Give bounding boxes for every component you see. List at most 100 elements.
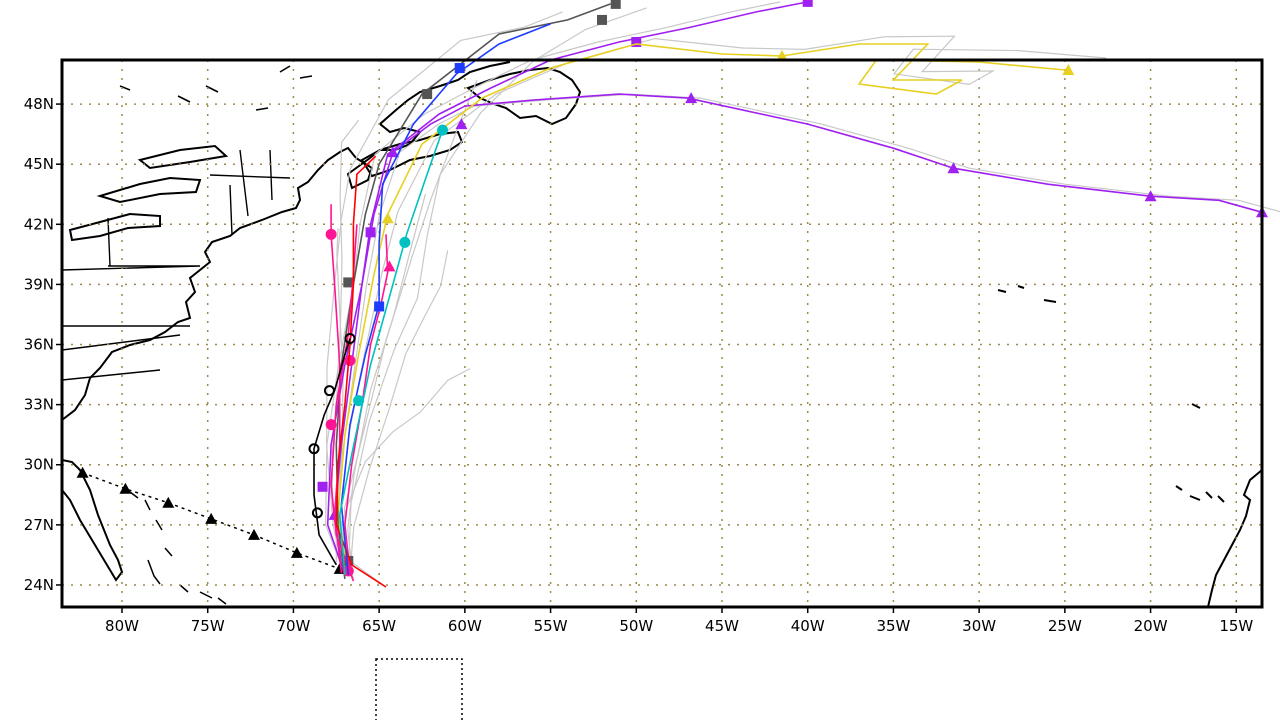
background-ensemble-track — [339, 35, 1107, 575]
triangle-marker — [333, 562, 346, 574]
y-tick-label: 30N — [24, 456, 54, 474]
circle-marker — [308, 443, 320, 455]
x-tick-label: 20W — [1134, 617, 1168, 635]
circle-marker — [437, 124, 449, 136]
forecast-track — [308, 333, 356, 566]
forecast-tracks-layer — [308, 0, 1268, 588]
madeira-island — [1191, 403, 1201, 409]
forecast-track — [337, 43, 1075, 576]
x-tick-label: 65W — [362, 617, 396, 635]
y-tick-label: 27N — [24, 516, 54, 534]
x-axis-ticks: 80W 75W 70W 65W 60W 55W 50W 45W 40W 35W 30W 25W 20W 1… — [105, 607, 1253, 635]
forecast-track-line — [344, 234, 389, 573]
x-tick-label: 60W — [448, 617, 482, 635]
y-tick-label: 33N — [24, 396, 54, 414]
triangle-marker — [119, 482, 132, 494]
circle-marker — [353, 395, 365, 407]
x-tick-label: 50W — [619, 617, 653, 635]
forecast-track-line — [333, 93, 1263, 566]
background-ensemble-track — [347, 7, 647, 575]
background-ensemble-track — [324, 1, 781, 576]
forecast-track — [338, 124, 449, 575]
triangle-marker — [162, 496, 175, 508]
forecast-track-line — [335, 3, 611, 580]
forecast-track — [328, 92, 1268, 566]
y-tick-label: 24N — [24, 576, 54, 594]
triangle-marker — [381, 212, 394, 224]
state-borders — [62, 149, 291, 381]
square-marker — [802, 0, 813, 7]
north-america-coastline — [62, 61, 511, 421]
circle-marker — [323, 385, 335, 397]
triangle-marker — [290, 546, 303, 558]
x-tick-label: 35W — [876, 617, 910, 635]
square-marker — [597, 14, 607, 25]
x-tick-label: 45W — [705, 617, 739, 635]
forecast-track-line — [340, 23, 551, 575]
x-tick-label: 40W — [791, 617, 825, 635]
forecast-track — [325, 204, 343, 573]
triangle-marker — [776, 49, 788, 61]
y-tick-label: 36N — [24, 336, 54, 354]
canary-islands — [1175, 485, 1225, 503]
triangle-marker — [205, 512, 218, 524]
triangle-marker — [76, 466, 89, 478]
forecast-track-line — [335, 155, 387, 588]
x-tick-label: 55W — [534, 617, 568, 635]
lat-lon-grid — [62, 60, 1262, 607]
circle-marker — [311, 507, 323, 519]
circle-marker — [344, 355, 356, 367]
background-ensemble-track — [347, 194, 426, 582]
x-tick-label: 80W — [105, 617, 139, 635]
y-tick-label: 39N — [24, 275, 54, 293]
coastlines — [62, 61, 1262, 607]
square-marker — [631, 36, 642, 47]
florida-coastline — [62, 459, 124, 582]
forecast-track — [335, 155, 387, 588]
bahamas-islands — [129, 491, 227, 605]
forecast-track — [340, 23, 551, 575]
triangle-marker — [947, 162, 960, 174]
circle-marker — [325, 419, 337, 431]
background-ensemble-track — [349, 250, 449, 573]
x-tick-label: 30W — [962, 617, 996, 635]
triangle-marker — [383, 260, 396, 272]
great-lakes — [68, 144, 229, 242]
forecast-track-line — [313, 338, 351, 566]
square-marker — [610, 0, 621, 9]
triangle-marker — [455, 118, 468, 130]
triangle-marker — [1062, 64, 1075, 76]
y-axis-ticks: 24N 27N 30N 33N 36N 39N 42N 45N 48N — [24, 95, 62, 594]
x-tick-label: 15W — [1219, 617, 1253, 635]
square-marker — [374, 301, 385, 312]
triangle-marker — [1144, 190, 1157, 202]
scattered-islands — [119, 65, 313, 111]
africa-coastline — [1207, 469, 1262, 607]
forecast-track — [344, 234, 396, 573]
square-marker — [454, 63, 465, 74]
triangle-marker — [386, 146, 399, 158]
azores-islands — [997, 285, 1057, 303]
square-marker — [365, 227, 376, 238]
forecast-track-line — [326, 1, 808, 576]
forecast-track-line — [338, 129, 444, 575]
triangle-marker — [248, 528, 260, 540]
forecast-track — [317, 0, 813, 576]
forecast-track-line — [337, 43, 1065, 576]
map-frame — [60, 58, 1264, 609]
circle-marker — [325, 228, 337, 240]
circle-marker — [399, 236, 411, 248]
x-tick-label: 75W — [191, 617, 225, 635]
square-marker — [343, 277, 354, 288]
square-marker — [317, 481, 328, 492]
y-tick-label: 45N — [24, 155, 54, 173]
triangle-marker — [685, 92, 698, 104]
legend-placeholder-box — [375, 658, 463, 720]
observed-track-layer — [76, 466, 346, 574]
background-ensemble-track — [326, 11, 563, 580]
circle-marker — [344, 333, 356, 345]
y-tick-label: 48N — [24, 95, 54, 113]
y-tick-label: 42N — [24, 215, 54, 233]
square-marker — [422, 89, 433, 100]
